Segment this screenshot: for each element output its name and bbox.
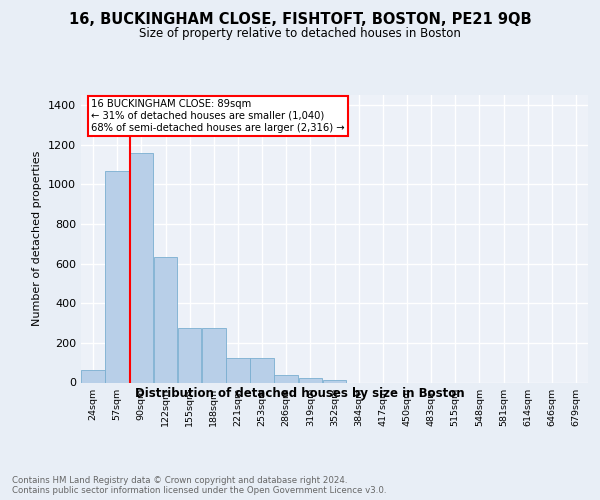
Bar [130, 154, 153, 382]
Bar [299, 378, 322, 382]
Bar [226, 358, 250, 382]
Bar [323, 380, 346, 382]
Text: Distribution of detached houses by size in Boston: Distribution of detached houses by size … [135, 388, 465, 400]
Bar [106, 172, 129, 382]
Text: Contains HM Land Registry data © Crown copyright and database right 2024.
Contai: Contains HM Land Registry data © Crown c… [12, 476, 386, 495]
Text: 16, BUCKINGHAM CLOSE, FISHTOFT, BOSTON, PE21 9QB: 16, BUCKINGHAM CLOSE, FISHTOFT, BOSTON, … [68, 12, 532, 28]
Bar [81, 370, 105, 382]
Bar [202, 328, 226, 382]
Bar [250, 358, 274, 382]
Text: Size of property relative to detached houses in Boston: Size of property relative to detached ho… [139, 28, 461, 40]
Bar [178, 328, 202, 382]
Y-axis label: Number of detached properties: Number of detached properties [32, 151, 43, 326]
Bar [274, 374, 298, 382]
Text: 16 BUCKINGHAM CLOSE: 89sqm
← 31% of detached houses are smaller (1,040)
68% of s: 16 BUCKINGHAM CLOSE: 89sqm ← 31% of deta… [91, 100, 345, 132]
Bar [154, 256, 178, 382]
